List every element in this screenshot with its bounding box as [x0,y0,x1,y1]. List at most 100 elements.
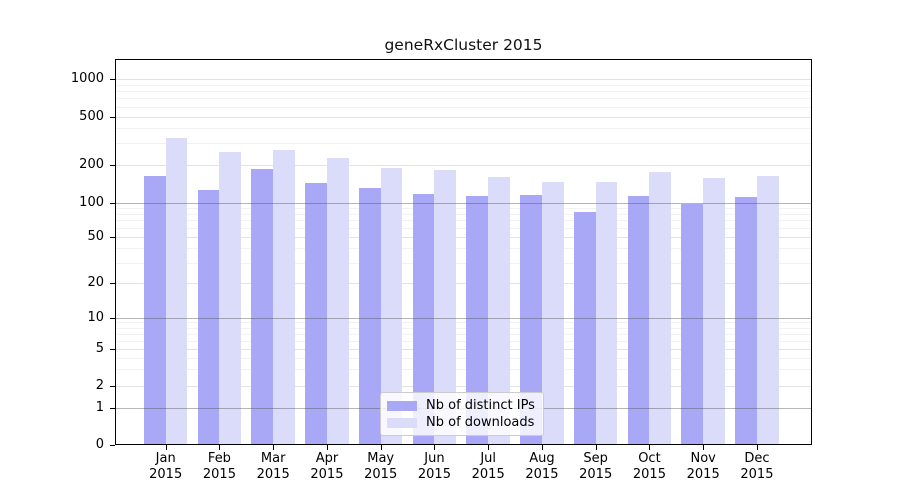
y-tick-mark [110,407,115,409]
x-label-year: 2015 [579,467,613,482]
minor-gridline [116,262,811,264]
x-axis-month-label: Feb 2015 [187,451,251,483]
bar-downloads [541,181,564,445]
legend-swatch-distinct-ips [387,401,417,411]
major-gridline [116,349,811,350]
legend-swatch-downloads [387,418,417,428]
y-axis-tick-label: 50 [87,228,104,244]
minor-gridline [116,128,811,130]
legend-item: Nb of downloads [387,416,535,430]
y-tick-mark [110,317,115,319]
chart-title: geneRxCluster 2015 [384,36,543,54]
minor-gridline [116,98,811,100]
x-label-year: 2015 [740,467,774,482]
minor-gridline [116,227,811,229]
bar-downloads [488,176,510,445]
x-label-year: 2015 [310,467,344,482]
minor-gridline [116,340,811,342]
y-tick-mark [110,79,115,80]
x-tick-mark [649,445,651,450]
y-tick-mark [110,283,115,285]
minor-gridline [116,327,811,329]
x-tick-mark [165,445,167,450]
bar-distinct-ips [251,169,274,445]
x-label-month: Jul [480,451,497,466]
x-tick-mark [595,445,597,450]
x-tick-mark [703,445,705,450]
y-axis-tick-label: 500 [79,108,104,124]
x-label-year: 2015 [632,467,666,482]
bar-downloads [326,158,349,445]
x-label-year: 2015 [364,467,398,482]
bar-distinct-ips [412,194,435,445]
y-axis-tick-label: 2 [95,377,104,393]
y-tick-mark [110,164,115,166]
major-gridline [116,79,811,80]
major-gridline [116,236,811,238]
bar-downloads [165,138,188,445]
y-axis-tick-label: 10 [87,309,104,325]
minor-gridline [116,322,811,324]
x-label-month: Mar [260,451,286,466]
y-tick-mark [110,116,115,118]
major-gridline [116,283,811,285]
y-axis-tick-label: 200 [79,156,104,172]
x-label-month: Apr [315,451,339,466]
bar-downloads [595,181,618,445]
bar-downloads [649,171,672,445]
x-axis-month-label: Dec 2015 [725,451,789,483]
x-label-month: Aug [529,451,555,466]
legend: Nb of distinct IPs Nb of downloads [380,392,544,436]
x-label-month: Oct [638,451,661,466]
x-label-month: Dec [744,451,770,466]
y-tick-mark [110,385,115,387]
x-label-year: 2015 [417,467,451,482]
minor-gridline [116,106,811,108]
bar-distinct-ips [735,197,757,445]
x-label-month: Jun [424,451,445,466]
legend-item: Nb of distinct IPs [387,399,535,413]
y-tick-mark [110,202,115,204]
bar-distinct-ips [520,195,542,445]
bar-downloads [219,152,242,445]
x-label-year: 2015 [471,467,505,482]
y-tick-mark [110,445,115,446]
x-tick-mark [380,445,382,450]
minor-gridline [116,207,811,209]
minor-gridline [116,357,811,359]
bar-distinct-ips [197,189,220,445]
y-axis-tick-label: 1 [95,399,104,415]
y-tick-mark [110,236,115,238]
x-axis-month-label: Oct 2015 [617,451,681,483]
x-axis-month-label: Aug 2015 [510,451,574,483]
decade-gridline [116,202,811,204]
minor-gridline [116,220,811,222]
x-label-month: Feb [207,451,231,466]
x-axis-month-label: Sep 2015 [564,451,628,483]
x-label-year: 2015 [525,467,559,482]
bar-downloads [434,170,457,445]
x-label-month: Jan [155,451,176,466]
minor-gridline [116,84,811,86]
x-axis-month-label: Jun 2015 [402,451,466,483]
minor-gridline [116,213,811,215]
major-gridline [116,385,811,387]
x-label-year: 2015 [686,467,720,482]
minor-gridline [116,333,811,335]
legend-label-downloads: Nb of downloads [426,415,535,430]
minor-gridline [116,91,811,93]
x-label-year: 2015 [256,467,290,482]
legend-label-distinct-ips: Nb of distinct IPs [426,398,535,413]
y-axis-tick-label: 5 [95,341,104,356]
x-tick-mark [434,445,436,450]
x-axis-month-label: Mar 2015 [241,451,305,483]
x-tick-mark [541,445,543,450]
x-axis-month-label: Apr 2015 [295,451,359,483]
x-tick-mark [756,445,758,450]
y-tick-mark [110,349,115,350]
bar-distinct-ips [681,204,704,445]
minor-gridline [116,248,811,250]
bar-distinct-ips [305,182,327,445]
x-label-year: 2015 [149,467,183,482]
